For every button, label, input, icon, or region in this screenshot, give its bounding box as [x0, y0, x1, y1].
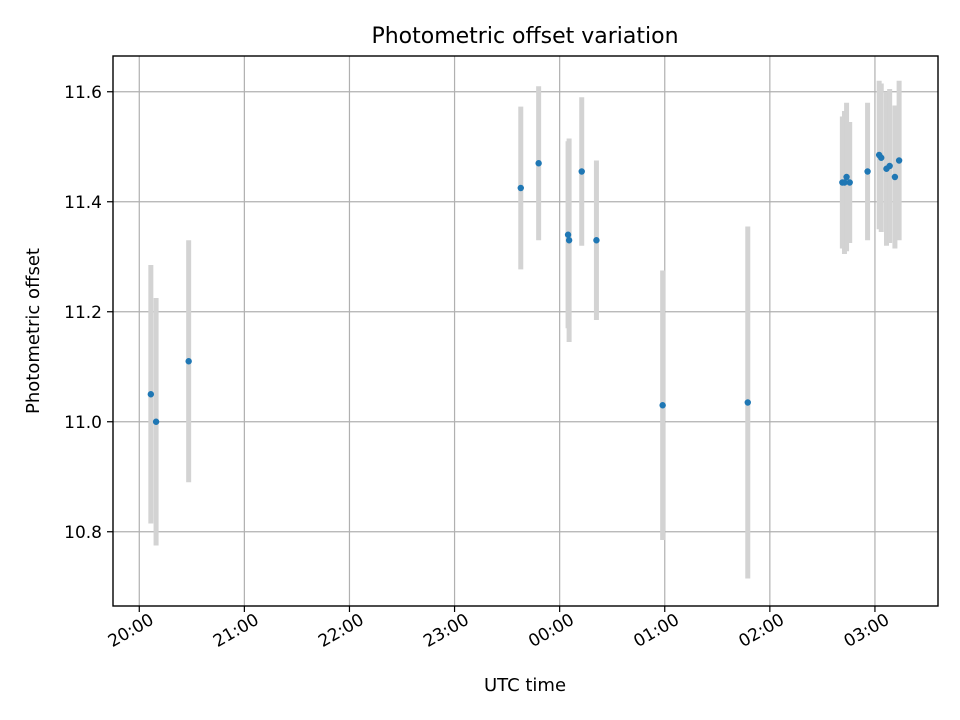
data-point — [843, 173, 850, 181]
data-point — [535, 160, 542, 167]
plot-area-frame — [112, 55, 939, 607]
chart-title: Photometric offset variation — [371, 24, 678, 49]
data-point — [744, 399, 751, 406]
data-point — [593, 237, 600, 244]
data-point — [878, 154, 885, 161]
data-point — [846, 179, 853, 186]
data-point — [891, 173, 899, 181]
y-tick-label: 11.0 — [64, 413, 102, 433]
y-tick-label: 11.2 — [64, 303, 102, 323]
data-point — [147, 391, 155, 398]
y-tick-label: 10.8 — [64, 523, 102, 543]
y-tick-label: 11.4 — [64, 193, 102, 213]
data-point — [152, 418, 160, 425]
data-point — [864, 168, 871, 175]
y-axis-ticks: 10.8 11.0 11.2 11.4 11.6 — [64, 83, 113, 543]
grid — [113, 56, 938, 606]
data-point — [886, 162, 893, 170]
data-point — [578, 168, 585, 175]
x-axis-label: UTC time — [484, 675, 566, 696]
data-point — [841, 179, 848, 186]
y-axis-label: Photometric offset — [23, 248, 44, 414]
data-points — [147, 151, 903, 425]
data-point — [564, 231, 572, 238]
data-point — [565, 237, 573, 244]
data-point — [517, 184, 524, 192]
data-point — [895, 157, 903, 164]
data-point — [185, 358, 192, 365]
data-point — [659, 402, 666, 409]
y-tick-label: 11.6 — [64, 83, 102, 103]
